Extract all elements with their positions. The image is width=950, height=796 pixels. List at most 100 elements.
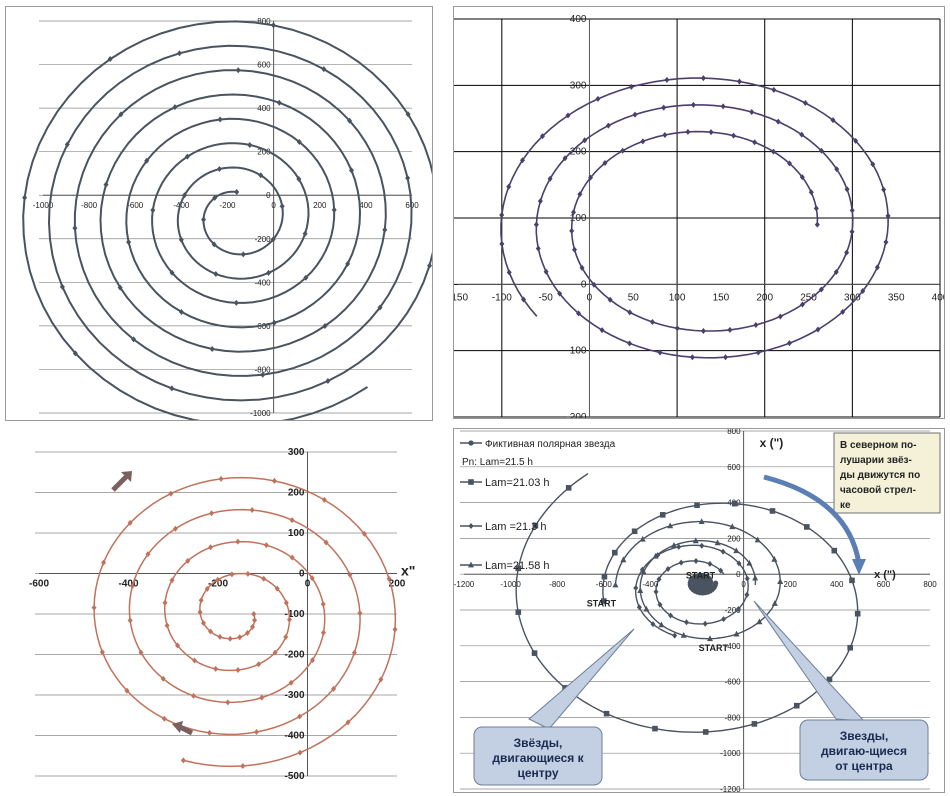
data-point [847, 644, 853, 651]
legend-label: Фиктивная полярная звезда [485, 439, 616, 450]
data-point [225, 699, 231, 706]
note-text-line: лушарии звёз- [840, 455, 912, 466]
data-point [392, 626, 398, 633]
data-point [249, 623, 255, 630]
data-point [818, 147, 824, 154]
y-tick-label: -500 [284, 771, 304, 782]
data-point [844, 186, 850, 193]
y-tick-label: 0 [299, 569, 305, 580]
data-point [601, 598, 607, 604]
data-point [570, 209, 576, 216]
data-point [543, 268, 549, 275]
y-tick-label: -400 [284, 731, 304, 742]
data-point [201, 216, 207, 223]
data-point [506, 269, 512, 276]
data-point [208, 544, 214, 551]
data-point [885, 212, 891, 219]
start-label: START [686, 571, 716, 581]
data-point [808, 189, 814, 196]
data-point [707, 635, 714, 642]
data-point [150, 207, 156, 214]
data-point [639, 535, 646, 542]
callout-center-box [473, 726, 603, 786]
data-point [721, 616, 727, 623]
data-point [685, 128, 691, 135]
start-label: START [587, 598, 617, 608]
data-point [577, 191, 583, 198]
data-point [770, 148, 776, 155]
data-point [658, 621, 665, 628]
spiral-chart-2: -150 -100 -50 0 50 100 150 200 250 300 350 400 400 30… [453, 6, 945, 419]
data-point [565, 485, 572, 491]
data-point [127, 519, 133, 526]
data-point [700, 327, 706, 334]
data-point [217, 116, 223, 123]
data-point [620, 147, 626, 154]
data-point [515, 565, 522, 572]
data-point [377, 304, 383, 311]
data-point [175, 642, 181, 649]
data-point [840, 308, 846, 315]
data-point [733, 547, 740, 554]
data-point [769, 508, 776, 514]
data-point [249, 507, 255, 514]
x-tick-label: 0 [741, 580, 746, 589]
data-point [775, 118, 781, 125]
x-tick-label: 350 [888, 292, 905, 303]
data-point [180, 757, 186, 764]
data-point [240, 762, 246, 769]
data-point [804, 524, 810, 530]
data-point [382, 226, 388, 233]
legend-label: Lam=21.58 h [485, 560, 550, 572]
data-point [235, 667, 241, 674]
y-tick-label: 200 [570, 147, 587, 158]
data-point [799, 174, 805, 181]
y-tick-label: 400 [570, 14, 587, 25]
data-point [103, 181, 109, 188]
data-point [799, 131, 805, 138]
y-tick-label: 200 [727, 534, 741, 543]
data-point [107, 56, 113, 63]
y-tick-label: -200 [566, 412, 586, 418]
data-point [251, 611, 257, 617]
data-point [215, 576, 221, 583]
data-point [854, 610, 861, 617]
data-point [752, 139, 758, 146]
data-point [351, 649, 357, 656]
data-point [270, 236, 276, 243]
data-point [631, 528, 638, 535]
data-point [539, 133, 545, 140]
data-point [192, 657, 198, 664]
data-point [160, 675, 166, 682]
x-tick-label: -200 [219, 201, 236, 210]
data-point [678, 559, 684, 566]
data-point [881, 186, 887, 193]
x-tick-label: -800 [549, 580, 566, 589]
y-tick-label: 300 [288, 447, 305, 458]
data-point [235, 538, 241, 545]
y-tick-label: 600 [727, 463, 741, 472]
data-point [506, 183, 512, 190]
y-tick-label: -400 [725, 642, 742, 651]
data-point [611, 549, 618, 556]
y-tick-label: -300 [284, 690, 304, 701]
data-point [787, 160, 793, 167]
callout-center-text: центру [517, 766, 558, 780]
data-point [127, 617, 133, 624]
data-point [683, 619, 689, 626]
data-point [557, 290, 563, 297]
x-tick-label: -600 [29, 579, 49, 590]
data-point [212, 194, 218, 201]
data-point [515, 609, 522, 615]
legend-label: Pn: Lam=21.5 h [462, 457, 533, 468]
data-point [720, 103, 726, 110]
data-point [676, 543, 682, 550]
data-point [289, 517, 295, 524]
y-tick-label: -1000 [250, 409, 271, 418]
x-tick-label: -1200 [454, 580, 475, 589]
data-point [178, 308, 184, 315]
data-point [692, 537, 699, 544]
data-point [633, 584, 639, 591]
data-point [656, 576, 662, 583]
data-point [405, 175, 411, 182]
